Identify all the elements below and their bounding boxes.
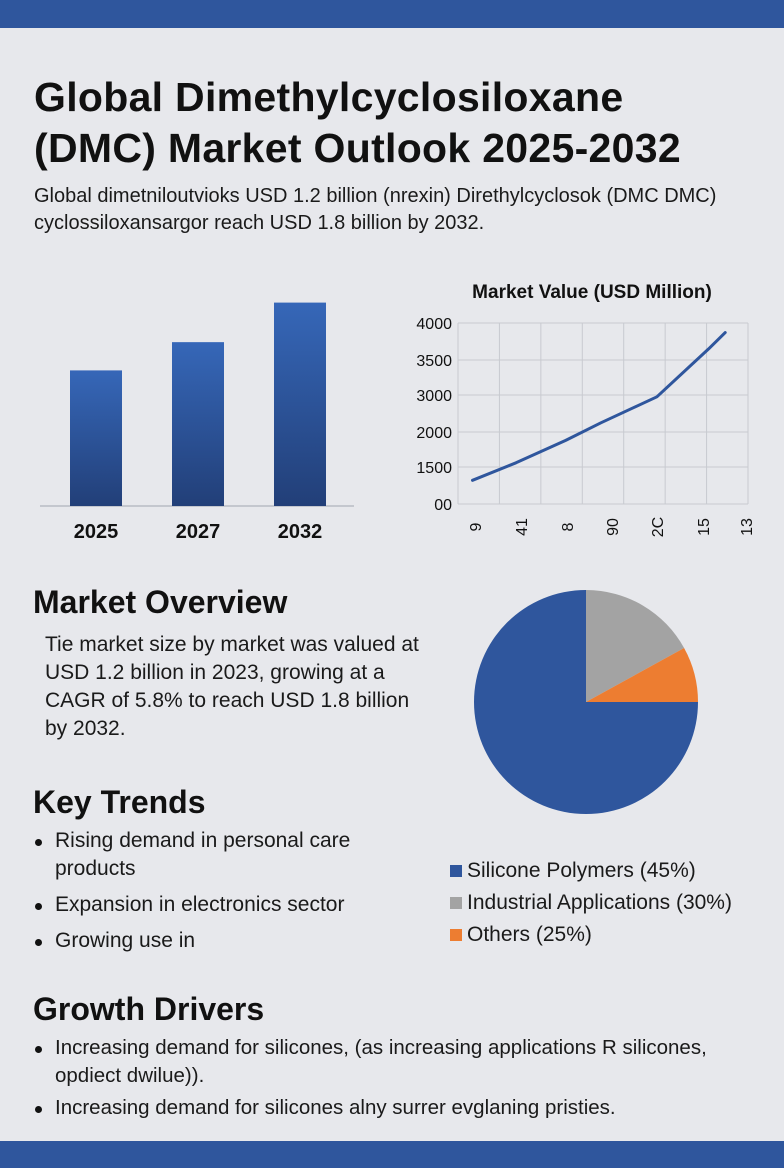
bar-2032 xyxy=(274,302,326,506)
driver-item: Increasing demand for silicones, (as inc… xyxy=(33,1034,763,1090)
title-line-1: Global Dimethylcyclosiloxane xyxy=(34,74,624,120)
page-subtitle: Global dimetniloutvioks USD 1.2 billion … xyxy=(34,185,717,234)
trend-item: Expansion in electronics sector xyxy=(33,891,393,919)
line-chart-x-tick: 90 xyxy=(605,518,622,536)
line-chart-x-tick: 8 xyxy=(560,522,577,531)
top-banner-bar xyxy=(0,0,784,28)
trend-item: Rising demand in personal care products xyxy=(33,827,393,883)
line-chart-y-tick: 4000 xyxy=(416,316,452,333)
line-chart-series-line xyxy=(471,331,727,482)
legend-swatch-orange xyxy=(450,929,462,941)
line-chart-y-tick: 3500 xyxy=(416,353,452,370)
line-chart-y-tick: 1500 xyxy=(416,460,452,477)
line-chart-y-tick: 3000 xyxy=(416,388,452,405)
overview-text: Tie market size by market was valued at … xyxy=(45,633,419,740)
line-chart-x-tick: 9 xyxy=(468,522,485,531)
line-chart-x-tick: 13 xyxy=(739,518,756,536)
pie-chart xyxy=(474,590,698,814)
drivers-list: Increasing demand for silicones, (as inc… xyxy=(33,1034,763,1126)
bar-chart: 2025 2027 2032 xyxy=(40,302,354,543)
legend-item-industrial-applications: Industrial Applications (30%) xyxy=(450,887,770,919)
legend-label: Silicone Polymers (45%) xyxy=(467,859,696,882)
legend-item-others: Others (25%) xyxy=(450,919,770,951)
legend-swatch-gray xyxy=(450,897,462,909)
line-chart-x-tick: 41 xyxy=(514,518,531,536)
line-chart-y-tick: 2000 xyxy=(416,425,452,442)
legend-label: Industrial Applications (30%) xyxy=(467,891,732,914)
bottom-banner-bar xyxy=(0,1141,784,1168)
bar-2027 xyxy=(172,342,224,506)
pie-slice-1 xyxy=(586,590,685,702)
line-chart-y-tick: 00 xyxy=(434,497,452,514)
bar-2025 xyxy=(70,370,122,506)
drivers-heading: Growth Drivers xyxy=(33,991,265,1027)
line-chart-title: Market Value (USD Million) xyxy=(472,282,712,303)
overview-heading: Market Overview xyxy=(33,584,288,620)
line-chart: Market Value (USD Million) 00 1500 2000 3000… xyxy=(416,282,756,537)
trends-list: Rising demand in personal care products … xyxy=(33,827,393,963)
legend-label: Others (25%) xyxy=(467,923,592,946)
bar-category-label: 2032 xyxy=(278,521,323,543)
driver-item: Increasing demand for silicones alny sur… xyxy=(33,1094,763,1122)
line-chart-x-tick: 2C xyxy=(650,517,667,537)
pie-slice-2 xyxy=(586,648,698,702)
page-title: Global Dimethylcyclosiloxane (DMC) Marke… xyxy=(34,72,774,174)
bar-category-label: 2027 xyxy=(176,521,221,543)
trends-heading: Key Trends xyxy=(33,784,206,820)
trend-item: Growing use in xyxy=(33,927,393,955)
pie-legend: Silicone Polymers (45%) Industrial Appli… xyxy=(450,855,770,951)
bar-category-label: 2025 xyxy=(74,521,119,543)
title-line-2: (DMC) Market Outlook 2025-2032 xyxy=(34,125,681,171)
legend-item-silicone-polymers: Silicone Polymers (45%) xyxy=(450,855,770,887)
line-chart-x-tick: 15 xyxy=(696,518,713,536)
legend-swatch-blue xyxy=(450,865,462,877)
